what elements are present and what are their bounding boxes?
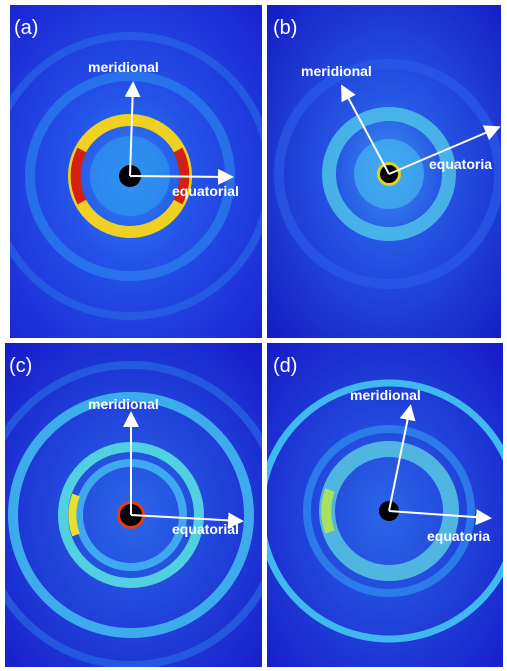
panel-label: (b) <box>273 17 297 39</box>
equatorial-label: equatoria <box>429 156 492 172</box>
panel-label: (a) <box>14 17 38 39</box>
panel-label: (d) <box>273 355 297 377</box>
panel-b: (b) meridional equatoria <box>267 5 501 338</box>
panel-label: (c) <box>9 355 32 377</box>
meridional-label: meridional <box>88 59 159 75</box>
equatorial-label: equatorial <box>172 521 239 537</box>
meridional-label: meridional <box>350 387 421 403</box>
panel-d: (d) meridional equatoria <box>261 343 507 667</box>
equatorial-label: equatoria <box>427 528 490 544</box>
figure: (a) meridional equatorial (b) meridional… <box>0 0 507 671</box>
equatorial-label: equatorial <box>172 183 239 199</box>
panel-a: (a) meridional equatorial <box>0 5 270 338</box>
panel-c: (c) meridional equatorial <box>0 343 281 667</box>
meridional-label: meridional <box>301 63 372 79</box>
meridional-label: meridional <box>88 396 159 412</box>
